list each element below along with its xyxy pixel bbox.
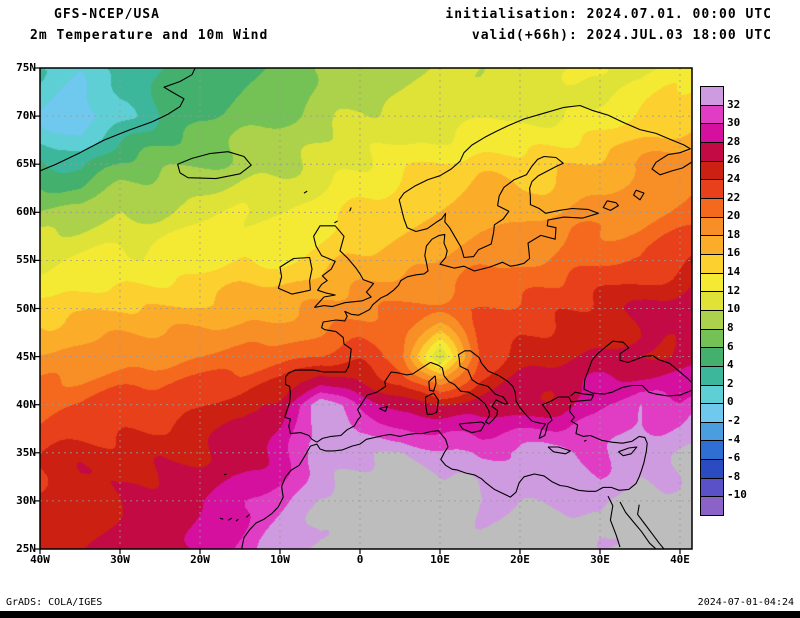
colorbar-tick-label: 24: [727, 172, 741, 186]
colorbar-tick-label: -2: [727, 413, 741, 427]
colorbar-patch: [701, 404, 723, 423]
model-title: GFS-NCEP/USA: [54, 7, 160, 22]
valid-time-label: valid(+66h): 2024.JUL.03 18:00 UTC: [471, 28, 772, 43]
colorbar-tick-label: -6: [727, 451, 741, 465]
colorbar-tick-label: 10: [727, 302, 741, 316]
colorbar-patch: [701, 329, 723, 349]
colorbar-patch: [701, 478, 723, 498]
temperature-colorbar: [700, 86, 724, 516]
colorbar-tick-label: 22: [727, 190, 741, 204]
colorbar-patch: [701, 366, 723, 386]
lat-tick-label: 35N: [16, 445, 36, 459]
colorbar-patch: [701, 385, 723, 405]
colorbar-patch: [701, 310, 723, 330]
colorbar-tick-label: -10: [727, 488, 747, 502]
colorbar-tick-label: 20: [727, 209, 741, 223]
lon-tick-label: 30E: [590, 553, 610, 566]
coastlines: [40, 68, 692, 549]
lat-tick-label: 65N: [16, 157, 36, 171]
lon-tick-label: 20E: [510, 553, 530, 566]
lon-tick-label: 40E: [670, 553, 690, 566]
lon-tick-label: 10W: [270, 553, 290, 566]
lat-tick-label: 55N: [16, 253, 36, 267]
lon-tick-label: 20W: [190, 553, 210, 566]
axis-ticks: [35, 67, 681, 554]
render-timestamp: 2024-07-01-04:24: [697, 597, 794, 608]
grads-credit: GrADS: COLA/IGES: [6, 597, 103, 608]
lat-tick-label: 70N: [16, 109, 36, 123]
chart-title: 2m Temperature and 10m Wind: [30, 28, 269, 43]
colorbar-patch: [701, 217, 723, 237]
colorbar-patch: [701, 236, 723, 255]
coastline-grid-overlay: [35, 67, 693, 554]
colorbar-tick-label: 12: [727, 283, 741, 297]
colorbar-patch: [701, 460, 723, 479]
colorbar-patch: [701, 422, 723, 442]
lat-tick-label: 50N: [16, 301, 36, 315]
colorbar-tick-label: 32: [727, 97, 741, 111]
colorbar-tick-label: 2: [727, 376, 734, 390]
colorbar-tick-label: -4: [727, 432, 741, 446]
colorbar-patch: [701, 161, 723, 181]
colorbar-patch: [701, 124, 723, 143]
colorbar-patch: [701, 254, 723, 274]
colorbar-patch: [701, 441, 723, 461]
graticule: [40, 68, 692, 549]
colorbar-tick-label: 30: [727, 116, 741, 130]
colorbar-tick-label: 14: [727, 265, 741, 279]
colorbar-tick-label: 8: [727, 320, 734, 334]
colorbar-patch: [701, 87, 723, 106]
lat-tick-label: 45N: [16, 349, 36, 363]
colorbar-patch: [701, 142, 723, 162]
lon-tick-label: 30W: [110, 553, 130, 566]
colorbar-tick-label: 4: [727, 358, 734, 372]
init-time-label: initialisation: 2024.07.01. 00:00 UTC: [445, 7, 772, 22]
colorbar-tick-label: 18: [727, 227, 741, 241]
colorbar-tick-label: -8: [727, 469, 741, 483]
colorbar-patch: [701, 292, 723, 311]
colorbar-patch: [701, 198, 723, 218]
lat-tick-label: 75N: [16, 61, 36, 74]
colorbar-tick-label: 0: [727, 395, 734, 409]
colorbar-tick-label: 26: [727, 153, 741, 167]
lat-tick-label: 25N: [16, 542, 36, 555]
lon-tick-label: 10E: [430, 553, 450, 566]
colorbar-tick-label: 16: [727, 246, 741, 260]
colorbar-patch: [701, 348, 723, 367]
colorbar-patch: [701, 105, 723, 125]
colorbar-tick-label: 6: [727, 339, 734, 353]
colorbar-patch: [701, 273, 723, 293]
lon-tick-label: 0: [356, 553, 364, 566]
lat-tick-label: 30N: [16, 493, 36, 507]
colorbar-patch: [701, 180, 723, 199]
colorbar-tick-label: 28: [727, 134, 741, 148]
colorbar-patch: [701, 497, 723, 516]
lon-tick-label: 40W: [30, 553, 50, 566]
bottom-black-bar: [0, 611, 800, 618]
lat-tick-label: 60N: [16, 205, 36, 219]
lat-tick-label: 40N: [16, 397, 36, 411]
